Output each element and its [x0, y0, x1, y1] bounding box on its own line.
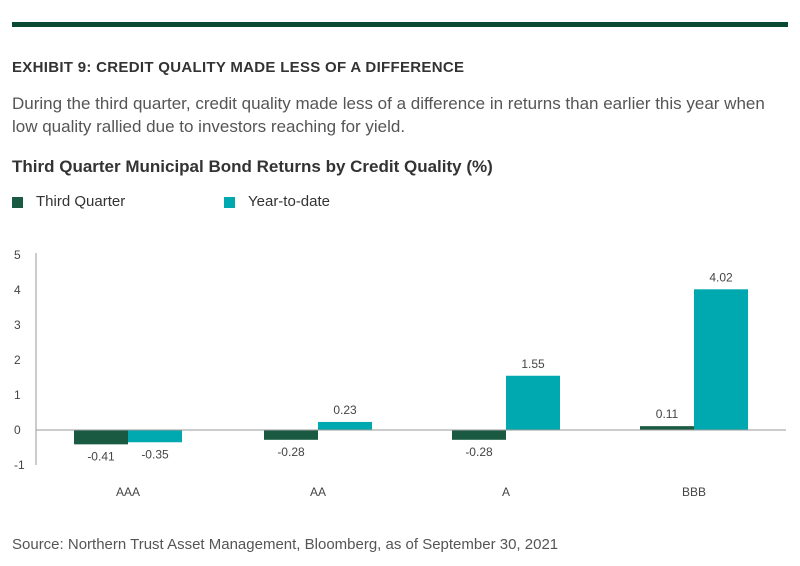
bar-third-quarter-aaa: [74, 430, 128, 445]
y-tick-label: -1: [14, 458, 25, 472]
legend-swatch-third-quarter: [12, 197, 23, 208]
bar-third-quarter-aa: [264, 430, 318, 440]
y-tick-label: 1: [14, 388, 21, 402]
bar-third-quarter-bbb: [640, 426, 694, 430]
bar-chart: 5 4 3 2 1 0 -1 -0.41 -0.28 -0.28 0.11 -0.35 0.23 1.55…: [14, 248, 786, 499]
y-tick-label: 4: [14, 283, 21, 297]
bar-year-to-date-bbb: [694, 289, 748, 430]
data-label: 0.11: [656, 407, 679, 421]
data-label: -0.35: [141, 447, 169, 461]
x-tick-label-a: A: [502, 485, 510, 499]
data-label: -0.28: [277, 445, 305, 459]
chart-title: Third Quarter Municipal Bond Returns by …: [12, 157, 493, 176]
top-rule: [12, 22, 788, 27]
bar-year-to-date-aa: [318, 421, 372, 430]
y-tick-label: 0: [14, 423, 21, 437]
y-tick-label: 5: [14, 248, 21, 262]
y-tick-label: 2: [14, 353, 21, 367]
x-tick-label-bbb: BBB: [682, 485, 706, 499]
exhibit-title: EXHIBIT 9: CREDIT QUALITY MADE LESS OF A…: [12, 59, 465, 76]
data-label: 1.55: [521, 357, 545, 371]
bar-year-to-date-a: [506, 375, 560, 430]
subtitle: During the third quarter, credit quality…: [12, 94, 765, 136]
bar-year-to-date-aaa: [128, 430, 182, 443]
data-label: -0.41: [87, 449, 115, 463]
data-label: 4.02: [709, 270, 733, 284]
legend-swatch-year-to-date: [224, 197, 235, 208]
x-tick-label-aaa: AAA: [116, 485, 140, 499]
data-label: -0.28: [465, 445, 493, 459]
legend-label-third-quarter: Third Quarter: [36, 193, 126, 210]
legend-label-year-to-date: Year-to-date: [248, 193, 331, 210]
data-label: 0.23: [333, 403, 357, 417]
y-tick-label: 3: [14, 318, 21, 332]
x-tick-label-aa: AA: [310, 485, 326, 499]
bar-third-quarter-a: [452, 430, 506, 440]
source-note: Source: Northern Trust Asset Management,…: [12, 536, 559, 553]
